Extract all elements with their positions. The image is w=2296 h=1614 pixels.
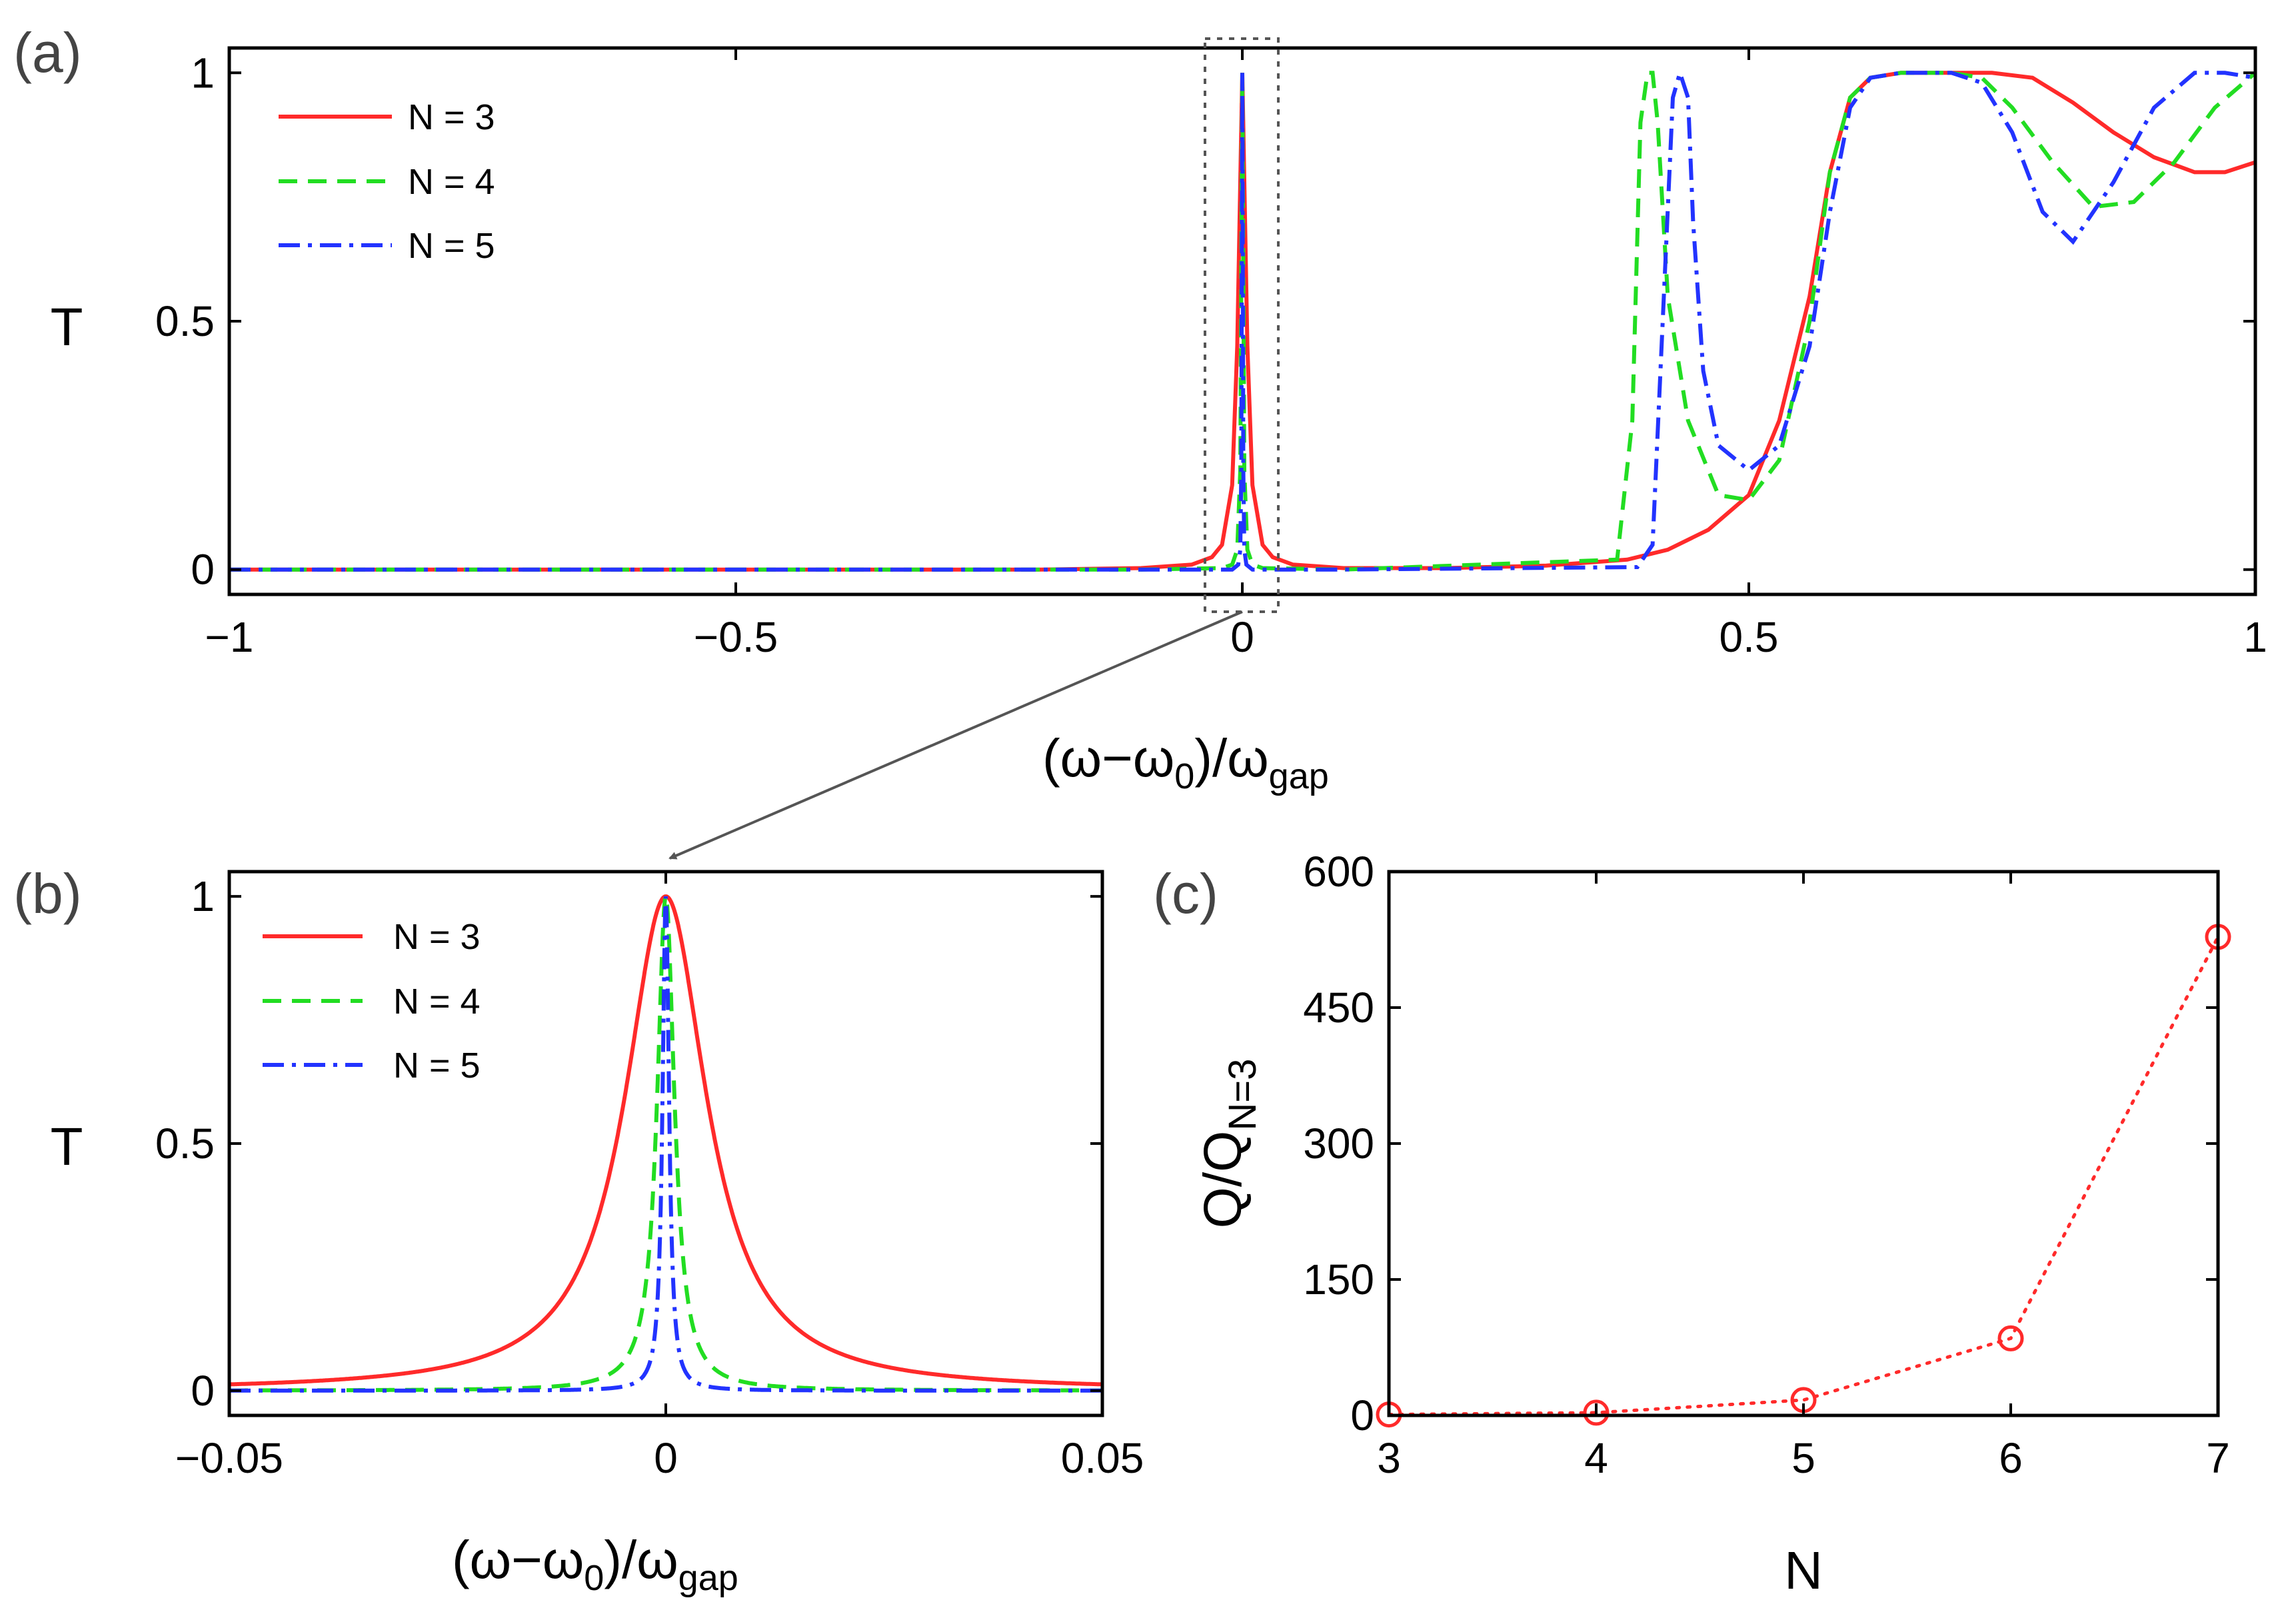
panel-c-label: (c) [1153,862,1218,925]
panel-c-ytick-label: 150 [1303,1255,1374,1303]
panel-b-series-n4 [229,889,1102,1393]
panel-c-xtick-label: 5 [1791,1434,1815,1482]
panel-b-legend: N = 3 N = 4 N = 5 [263,917,481,1086]
panel-b-ytick-label: 0 [191,1367,215,1415]
panel-a-series-n3 [229,71,2256,572]
panel-a-xlabel-part1: (ω−ω [1042,728,1174,788]
panel-a-series-n5 [229,66,2256,572]
panel-c-ticks: 3 4 5 6 7 0 150 300 450 600 [1303,848,2230,1482]
panel-c-ylabel: Q/QN=3 [1193,1059,1264,1229]
panel-a-xtick-label: −0.5 [694,613,778,661]
panel-b-ytick-label: 1 [191,872,215,920]
panel-c-ytick-label: 450 [1303,984,1374,1032]
panel-b-ytick-label: 0.5 [155,1120,215,1168]
panel-b-xlabel-part1: (ω−ω [452,1530,584,1589]
panel-c-xtick-label: 3 [1377,1434,1401,1482]
panel-b-series-n5 [229,896,1102,1393]
panel-a-ylabel: T [51,297,83,357]
panel-a: (a) −1 −0.5 0 0.5 100.51 T (ω−ω0)/ωgap N = 3… [13,21,2267,860]
panel-a-ytick-label: 0.5 [155,297,215,345]
panel-b-xtick-label: 0 [654,1434,678,1482]
panel-a-legend: N = 3 N = 4 N = 5 [279,97,495,266]
legend-a-label-n4: N = 4 [408,162,495,202]
panel-c-xlabel: N [1784,1541,1823,1600]
legend-a-label-n5: N = 5 [408,226,495,266]
panel-a-xlabel-sub0: 0 [1174,756,1194,796]
panel-b-xtick-label: −0.05 [175,1434,283,1482]
panel-c-ytick-label: 0 [1350,1391,1374,1439]
panel-a-xtick-label: −1 [205,613,254,661]
panel-b-xtick-label: 0.05 [1061,1434,1144,1482]
panel-b-ticks: −0.05 0 0.05 0 0.5 1 [155,872,1144,1482]
panel-a-ytick-label: 0 [191,546,215,594]
panel-b-xlabel-sub1: gap [678,1558,738,1598]
panel-c-point-n6 [1997,1325,2024,1351]
panel-b-label: (b) [13,862,82,925]
panel-c-plot [1376,924,2231,1428]
panel-c-ylabel-main: Q/Q [1193,1131,1252,1229]
legend-a-label-n3: N = 3 [408,97,495,137]
panel-b-series-n3 [229,894,1102,1387]
panel-a-ticks: −1 −0.5 0 0.5 1 0 0.5 1 [155,48,2267,661]
panel-c-dotted-line [1387,935,2220,1417]
panel-c: (c) 3 4 5 6 7 0 150 300 450 600 Q/QN=3 N [1153,848,2231,1600]
panel-b-curves [229,889,1102,1393]
panel-c-xtick-label: 4 [1584,1434,1608,1482]
panel-a-curves [229,66,2257,572]
panel-a-series-n4 [229,71,2257,572]
legend-b-label-n3: N = 3 [393,917,481,957]
panel-b-ylabel: T [51,1117,83,1176]
panel-a-xtick-label: 0.5 [1720,613,1779,661]
panel-a-ytick-label: 1 [191,49,215,97]
panel-b-xlabel-sub0: 0 [584,1558,604,1598]
panel-c-ytick-label: 600 [1303,848,1374,896]
panel-b-xlabel: (ω−ω0)/ωgap [452,1530,738,1598]
legend-b-label-n5: N = 5 [393,1046,481,1086]
panel-c-point-n4 [1583,1399,1610,1426]
panel-a-xlabel-part2: )/ω [1194,728,1268,788]
panel-c-xtick-label: 6 [1999,1434,2023,1482]
panel-a-xtick-label: 1 [2243,613,2267,661]
panel-c-xtick-label: 7 [2206,1434,2230,1482]
zoom-box [1204,37,1280,613]
panel-c-ytick-label: 300 [1303,1120,1374,1168]
panel-c-axes-box [1387,870,2220,1417]
panel-b-xlabel-part2: )/ω [604,1530,678,1589]
panel-a-xtick-label: 0 [1230,613,1254,661]
panel-a-xlabel: (ω−ω0)/ωgap [1042,728,1329,796]
panel-a-label: (a) [13,21,82,84]
zoom-arrow [668,610,1243,860]
panel-a-xlabel-sub1: gap [1269,756,1329,796]
legend-b-label-n4: N = 4 [393,982,481,1022]
panel-c-ylabel-sub: N=3 [1221,1059,1264,1131]
